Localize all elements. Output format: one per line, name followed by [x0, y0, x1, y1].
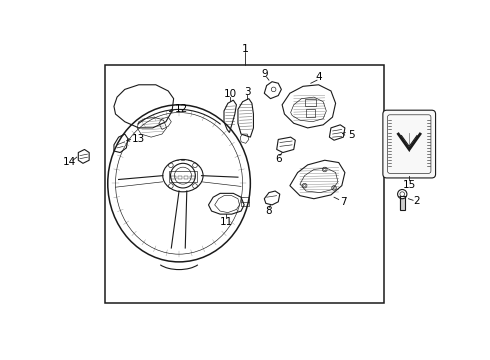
- Text: 4: 4: [315, 72, 322, 82]
- Text: 7: 7: [340, 197, 346, 207]
- Bar: [190, 176, 195, 180]
- FancyBboxPatch shape: [383, 110, 436, 178]
- Text: 11: 11: [220, 217, 233, 227]
- Bar: [305, 99, 316, 106]
- Bar: [400, 195, 405, 210]
- Text: 12: 12: [175, 104, 188, 114]
- Bar: [169, 171, 197, 182]
- Bar: [184, 176, 188, 180]
- Text: 9: 9: [262, 69, 269, 79]
- Bar: [306, 109, 316, 117]
- Bar: [177, 176, 182, 180]
- Bar: [241, 197, 249, 206]
- Text: 14: 14: [62, 157, 75, 167]
- Text: 13: 13: [132, 134, 146, 144]
- Text: 8: 8: [266, 206, 272, 216]
- Text: 15: 15: [403, 180, 416, 190]
- Text: 1: 1: [242, 44, 248, 54]
- Text: 3: 3: [244, 87, 250, 97]
- Bar: [172, 176, 176, 180]
- Text: 6: 6: [275, 154, 282, 164]
- Text: 5: 5: [348, 130, 354, 140]
- Text: 10: 10: [223, 89, 237, 99]
- Text: 2: 2: [413, 196, 419, 206]
- Bar: [105, 65, 385, 303]
